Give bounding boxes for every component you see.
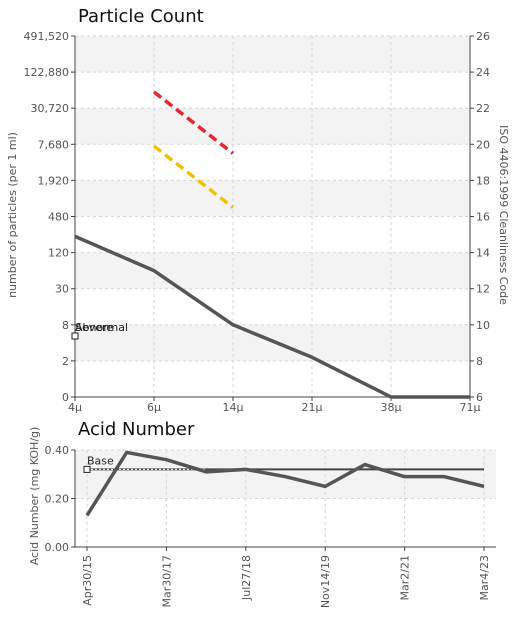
y2-tick-label: 24 bbox=[476, 66, 490, 79]
y-tick-label: 120 bbox=[48, 247, 69, 260]
x-tick-label: 4μ bbox=[68, 401, 82, 414]
severe-limit-line bbox=[152, 90, 235, 155]
limit-marker-box bbox=[71, 332, 79, 340]
y-tick-label: 1,920 bbox=[38, 174, 70, 187]
y-tick-label: 491,520 bbox=[24, 30, 70, 43]
x-tick-label: 6μ bbox=[147, 401, 161, 414]
x-tick-label: Nov14/19 bbox=[319, 555, 332, 608]
grid-band bbox=[75, 252, 470, 289]
particle-count-y2-label: ISO 4406:1999 Cleanliness Code bbox=[497, 125, 510, 305]
y-tick-label: 0.00 bbox=[45, 541, 70, 554]
particle-count-y-label: number of particles (per 1 ml) bbox=[6, 132, 19, 298]
y-tick-label: 30,720 bbox=[31, 102, 70, 115]
baseline-label: Base bbox=[87, 454, 114, 467]
y2-tick-label: 10 bbox=[476, 319, 490, 332]
legend-limit-labels: Severe Abnormal bbox=[71, 321, 128, 340]
x-tick-label: 71μ bbox=[460, 401, 481, 414]
abnormal-limit-label: Abnormal bbox=[75, 321, 128, 334]
grid-band bbox=[75, 36, 470, 73]
y2-tick-label: 8 bbox=[476, 355, 483, 368]
x-tick-label: Apr30/15 bbox=[81, 555, 94, 606]
x-tick-label: 14μ bbox=[223, 401, 244, 414]
grid-band bbox=[75, 450, 496, 499]
x-tick-label: 38μ bbox=[381, 401, 402, 414]
acid-number-y-label: Acid Number (mg KOH/g) bbox=[28, 427, 41, 566]
y2-tick-label: 26 bbox=[476, 30, 490, 43]
y-tick-label: 0.20 bbox=[45, 493, 70, 506]
y-tick-label: 2 bbox=[62, 355, 69, 368]
y2-tick-label: 6 bbox=[476, 391, 483, 404]
acid-number-chart: Acid Number 0.00 0.20 0.40 Apr30/15 Mar30/1… bbox=[28, 419, 496, 608]
y2-tick-label: 18 bbox=[476, 174, 490, 187]
y-tick-label: 8 bbox=[62, 319, 69, 332]
grid-band bbox=[75, 108, 470, 145]
x-tick-label: Mar2/21 bbox=[399, 555, 412, 600]
particle-count-title: Particle Count bbox=[78, 6, 204, 27]
y-tick-label: 0.40 bbox=[45, 444, 70, 457]
x-tick-label: 21μ bbox=[302, 401, 323, 414]
y-tick-label: 0 bbox=[62, 391, 69, 404]
y-tick-label: 122,880 bbox=[24, 66, 70, 79]
y-tick-label: 30 bbox=[55, 283, 69, 296]
x-tick-label: Mar30/17 bbox=[160, 555, 173, 607]
y-tick-label: 480 bbox=[48, 211, 69, 224]
y2-tick-label: 16 bbox=[476, 211, 490, 224]
x-tick-label: Jul27/18 bbox=[240, 555, 253, 601]
y2-tick-label: 14 bbox=[476, 247, 490, 260]
y-tick-label: 7,680 bbox=[38, 138, 70, 151]
abnormal-limit-line bbox=[152, 144, 235, 209]
x-tick-label: Mar4/23 bbox=[478, 555, 491, 600]
acid-number-series-line bbox=[85, 450, 485, 517]
severe-limit-label: Severe bbox=[75, 321, 113, 334]
baseline-marker bbox=[83, 465, 91, 473]
acid-number-title: Acid Number bbox=[78, 419, 195, 440]
y2-tick-label: 20 bbox=[476, 138, 490, 151]
y2-tick-label: 22 bbox=[476, 102, 490, 115]
particle-count-series-line bbox=[74, 234, 470, 399]
y2-tick-label: 12 bbox=[476, 283, 490, 296]
grid-band bbox=[75, 180, 470, 217]
particle-count-chart: Particle Count 0 2 8 30 120 480 1,920 7,680 30,7… bbox=[6, 6, 510, 414]
